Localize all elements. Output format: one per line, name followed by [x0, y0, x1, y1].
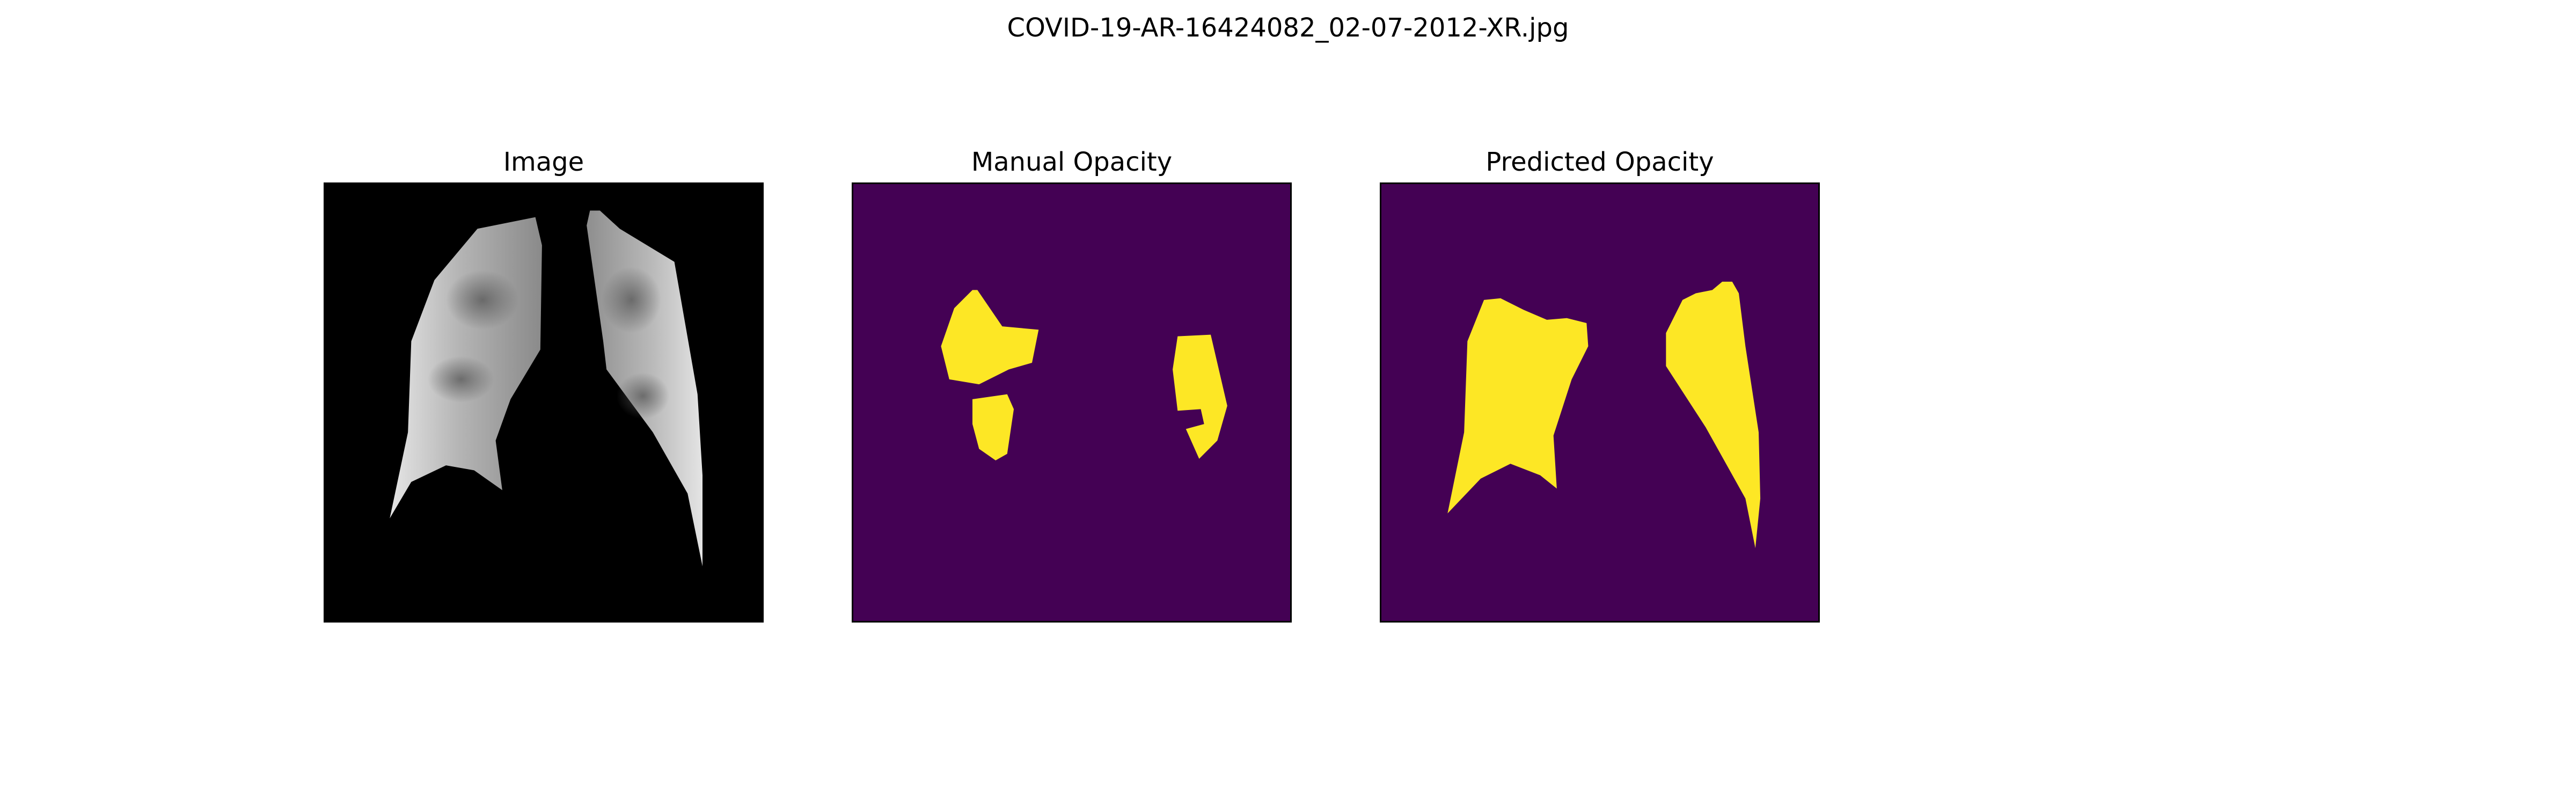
predicted-opacity-mask	[1381, 184, 1818, 621]
manual-opacity-panel	[852, 182, 1292, 623]
predicted-opacity-title: Predicted Opacity	[1485, 147, 1714, 177]
image-subplot: Image	[324, 145, 764, 623]
manual-opacity-region-upper-left	[941, 290, 1039, 385]
xray-image	[325, 184, 762, 621]
predicted-opacity-panel	[1380, 182, 1820, 623]
manual-opacity-region-right	[1173, 334, 1227, 459]
predicted-opacity-region-left	[1447, 298, 1589, 514]
predicted-opacity-region-right	[1666, 281, 1761, 548]
manual-opacity-mask	[853, 184, 1290, 621]
manual-opacity-subplot: Manual Opacity	[852, 145, 1292, 623]
predicted-opacity-subplot: Predicted Opacity	[1380, 145, 1820, 623]
figure-title: COVID-19-AR-16424082_02-07-2012-XR.jpg	[1007, 13, 1569, 43]
manual-opacity-region-lower-left	[972, 394, 1014, 460]
image-panel-title: Image	[503, 147, 584, 177]
manual-opacity-title: Manual Opacity	[971, 147, 1173, 177]
xray-image-panel	[324, 182, 764, 623]
